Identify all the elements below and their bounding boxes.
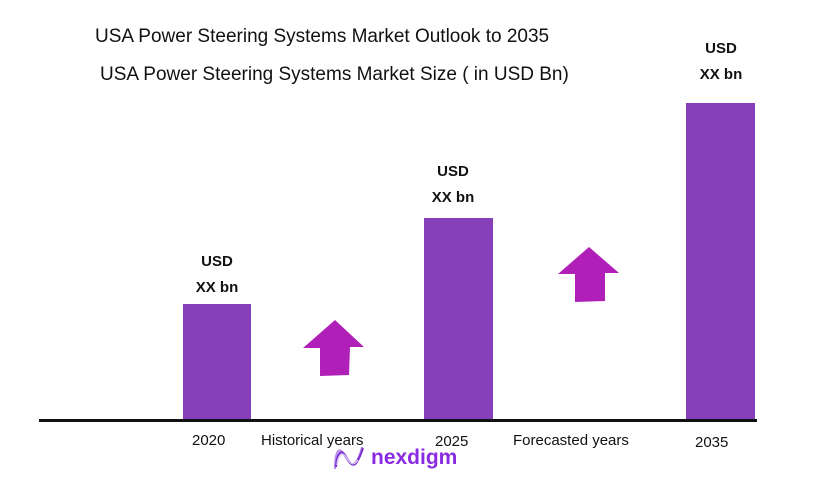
- bar-label-line2: XX bn: [431, 189, 475, 206]
- period-label-historical: Historical years: [261, 432, 364, 449]
- bar-2020: [183, 304, 251, 420]
- x-label-2025: 2025: [435, 433, 469, 450]
- nexdigm-wave-icon: [334, 446, 364, 470]
- growth-arrow-icon: [558, 247, 619, 302]
- x-axis-baseline: [39, 419, 757, 422]
- chart-title: USA Power Steering Systems Market Outloo…: [95, 26, 550, 47]
- growth-arrow-icon: [303, 320, 364, 376]
- bar-label-2025: USD XX bn: [408, 159, 498, 211]
- bar-label-2035: USD XX bn: [676, 36, 766, 88]
- bar-label-line1: USD: [437, 163, 469, 180]
- bar-label-line2: XX bn: [195, 279, 239, 296]
- x-label-2020: 2020: [192, 432, 226, 449]
- chart-subtitle: USA Power Steering Systems Market Size (…: [100, 64, 569, 85]
- bar-2025: [424, 218, 493, 420]
- x-label-2035: 2035: [695, 434, 729, 451]
- bar-label-line1: USD: [201, 253, 233, 270]
- nexdigm-logo: nexdigm: [333, 445, 457, 471]
- bar-label-line1: USD: [705, 40, 737, 57]
- period-label-forecasted: Forecasted years: [513, 432, 629, 449]
- bar-2035: [686, 103, 755, 420]
- bar-label-2020: USD XX bn: [172, 249, 262, 301]
- bar-label-line2: XX bn: [699, 66, 743, 83]
- logo-text: nexdigm: [371, 446, 458, 469]
